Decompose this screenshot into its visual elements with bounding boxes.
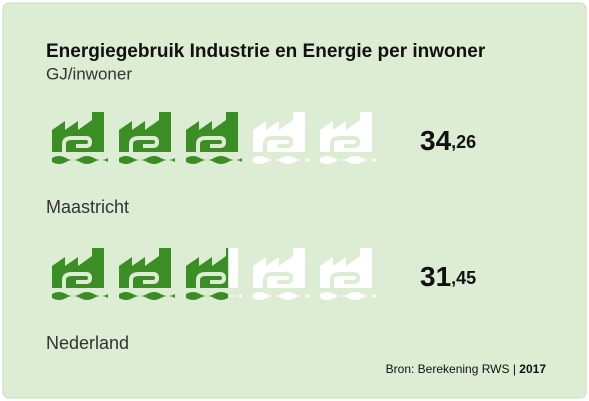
category-label: Maastricht: [46, 197, 129, 217]
source: Bron: Berekening RWS | 2017: [386, 362, 547, 376]
value-dec: ,26: [451, 132, 476, 152]
source-text: Bron: Berekening RWS |: [386, 362, 516, 376]
category-label: Nederland: [46, 333, 129, 353]
value-label: 31,45: [420, 261, 476, 292]
source-year: 2017: [519, 362, 546, 376]
value-int: 34: [420, 125, 452, 156]
value-label: 34,26: [420, 125, 476, 156]
value-dec: ,45: [451, 268, 476, 288]
chart-title: Energiegebruik Industrie en Energie per …: [46, 41, 486, 62]
chart-subtitle: GJ/inwoner: [46, 64, 132, 83]
value-int: 31: [420, 261, 451, 292]
